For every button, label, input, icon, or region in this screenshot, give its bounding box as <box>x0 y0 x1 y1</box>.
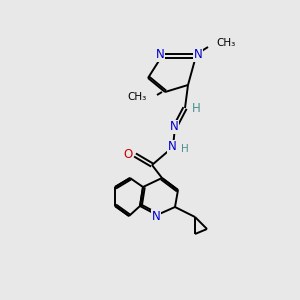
Text: N: N <box>152 209 160 223</box>
Text: N: N <box>169 121 178 134</box>
Text: N: N <box>168 140 176 154</box>
Text: CH₃: CH₃ <box>128 92 147 102</box>
Text: N: N <box>194 49 202 62</box>
Text: CH₃: CH₃ <box>216 38 235 48</box>
Text: H: H <box>181 144 189 154</box>
Text: N: N <box>156 49 164 62</box>
Text: O: O <box>123 148 133 160</box>
Text: H: H <box>192 103 200 116</box>
